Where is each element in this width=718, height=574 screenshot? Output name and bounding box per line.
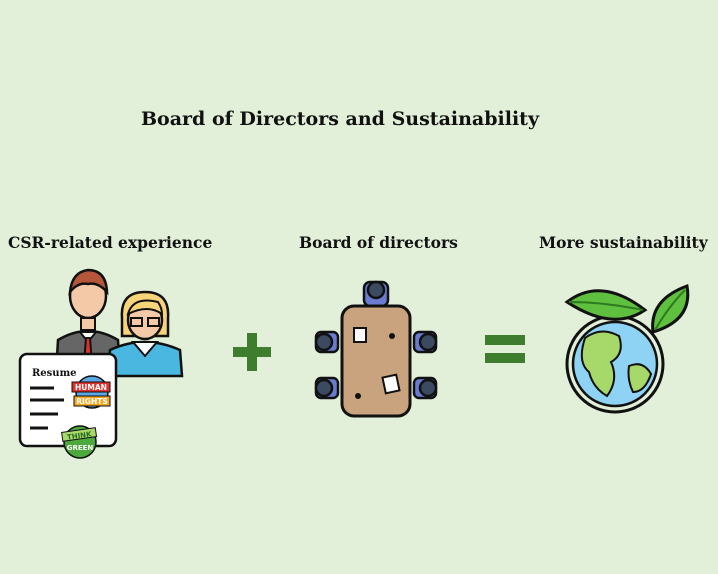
column-label-csr: CSR-related experience <box>8 233 213 252</box>
human-rights-badge-icon: HUMAN RIGHTS <box>71 375 111 409</box>
badge-think-text: THINK <box>67 430 93 441</box>
boardroom-table-icon <box>312 278 440 420</box>
people-with-resume-icon: HUMAN RIGHTS THINK GREEN Resume <box>18 262 208 462</box>
badge-rights-text: RIGHTS <box>76 397 108 406</box>
resume-heading: Resume <box>32 368 77 379</box>
plus-operator-icon <box>231 331 273 373</box>
diagram-title: Board of Directors and Sustainability <box>141 108 539 130</box>
think-green-badge-icon: THINK GREEN <box>61 425 98 459</box>
column-label-sustainability: More sustainability <box>539 233 708 252</box>
badge-human-text: HUMAN <box>75 383 107 392</box>
badge-green-text: GREEN <box>67 444 94 452</box>
equals-operator-icon <box>485 332 525 366</box>
globe-with-leaves-icon <box>553 280 693 420</box>
column-label-board: Board of directors <box>299 233 458 252</box>
businesswoman-icon <box>106 290 184 378</box>
